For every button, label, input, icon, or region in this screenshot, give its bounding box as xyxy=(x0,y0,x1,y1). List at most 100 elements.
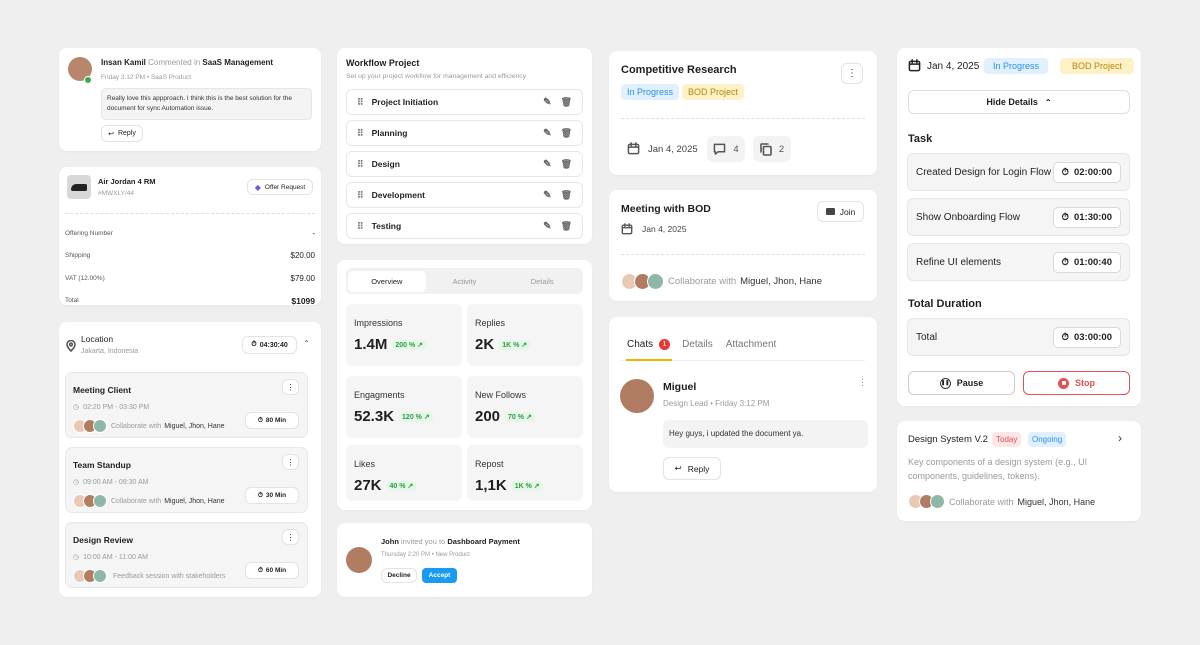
offer-request-button[interactable]: ◆ Offer Request xyxy=(247,179,313,195)
comments-counter[interactable]: 4 xyxy=(707,136,745,162)
workflow-item[interactable]: ⠿ Project Initiation ✎ 🗑 xyxy=(346,89,583,115)
edit-icon[interactable]: ✎ xyxy=(543,96,552,108)
tab-details[interactable]: Details xyxy=(530,276,554,286)
accept-button[interactable]: Accept xyxy=(422,568,457,583)
drag-handle-icon[interactable]: ⠿ xyxy=(357,189,364,200)
trash-icon[interactable]: 🗑 xyxy=(560,189,572,200)
stat-card: Impressions 1.4M 200 % ↗ xyxy=(346,304,462,366)
join-button[interactable]: Join xyxy=(817,201,864,222)
collab-prefix: Collaborate with xyxy=(111,497,162,505)
workflow-item[interactable]: ⠿ Development ✎ 🗑 xyxy=(346,182,583,208)
offer-row: Total $1099 xyxy=(65,290,315,313)
chat-name: Miguel xyxy=(663,381,697,393)
location-pin-icon xyxy=(66,340,76,352)
stat-value: 1,1K xyxy=(475,477,507,494)
stopwatch-icon: ⏱ xyxy=(1061,211,1069,223)
meeting-card: Meeting Client ⋮ ◷ 02:20 PM - 03:30 PM Colla… xyxy=(65,372,308,438)
chevron-right-icon[interactable]: › xyxy=(1118,431,1122,445)
chevron-up-icon: ⌃ xyxy=(1044,97,1052,107)
invite-target: Dashboard Payment xyxy=(447,537,520,546)
trash-icon[interactable]: 🗑 xyxy=(560,127,572,138)
reply-button[interactable]: ↩ Reply xyxy=(101,125,143,142)
ds-description: Key components of a design system (e.g.,… xyxy=(908,457,1088,481)
more-icon[interactable]: ⋮ xyxy=(858,377,867,387)
stat-value: 52.3K xyxy=(354,408,395,425)
edit-icon[interactable]: ✎ xyxy=(543,220,552,232)
online-indicator xyxy=(84,76,92,84)
stat-card: Replies 2K 1K % ↗ xyxy=(467,304,583,366)
task-row[interactable]: Created Design for Login Flow ⏱ 02:00:00 xyxy=(907,153,1130,191)
task-time: ⏱ 02:00:00 xyxy=(1052,161,1121,183)
comment-icon xyxy=(714,143,726,155)
edit-icon[interactable]: ✎ xyxy=(543,158,552,170)
drag-handle-icon[interactable]: ⠿ xyxy=(357,96,364,107)
task-row[interactable]: Show Onboarding Flow ⏱ 01:30:00 xyxy=(907,198,1130,236)
meeting-title: Meeting with BOD xyxy=(621,203,711,215)
tab-activity[interactable]: Activity xyxy=(452,276,477,286)
stats-tabs: Overview Activity Details xyxy=(346,268,583,294)
edit-icon[interactable]: ✎ xyxy=(543,127,552,139)
stat-card: New Follows 200 70 % ↗ xyxy=(467,376,583,438)
task-name: Created Design for Login Flow xyxy=(916,166,1052,178)
video-icon xyxy=(825,208,835,215)
duration-button[interactable]: ⏱ 80 Min xyxy=(245,412,299,429)
stat-value: 2K xyxy=(475,336,495,353)
workflow-item-label: Planning xyxy=(371,128,408,138)
trash-icon[interactable]: 🗑 xyxy=(560,220,572,231)
workflow-item-label: Project Initiation xyxy=(371,97,439,107)
collab-prefix: Collaborate with xyxy=(949,496,1014,507)
meeting-date: Jan 4, 2025 xyxy=(642,224,687,234)
stopwatch-icon: ⏱ xyxy=(257,416,263,424)
project-tag: BOD Project xyxy=(682,84,745,100)
location-title: Location xyxy=(81,334,114,344)
trend-up-icon: ↗ xyxy=(525,413,532,421)
duration-button[interactable]: ⏱ 30 Min xyxy=(245,487,299,504)
comment-target: SaaS Management xyxy=(202,58,274,67)
more-menu-button[interactable]: ⋮ xyxy=(282,454,299,470)
task-date: Jan 4, 2025 xyxy=(927,61,980,72)
drag-handle-icon[interactable]: ⠿ xyxy=(357,127,364,138)
more-menu-button[interactable]: ⋮ xyxy=(282,529,299,545)
research-date: Jan 4, 2025 xyxy=(648,144,698,155)
chat-card: Chats 1 Details Attachment Miguel Design… xyxy=(609,317,877,492)
workflow-item[interactable]: ⠿ Planning ✎ 🗑 xyxy=(346,120,583,146)
tab-overview[interactable]: Overview xyxy=(348,270,426,292)
drag-handle-icon[interactable]: ⠿ xyxy=(357,158,364,169)
invite-action: invited you to xyxy=(401,537,446,546)
tab-details[interactable]: Details xyxy=(682,339,713,350)
drag-handle-icon[interactable]: ⠿ xyxy=(357,220,364,231)
product-sku: #MWXLY/44 xyxy=(98,190,135,197)
more-menu-button[interactable]: ⋮ xyxy=(841,63,863,84)
hide-details-button[interactable]: Hide Details ⌃ xyxy=(908,90,1130,114)
workflow-card: Workflow Project Set up your project wor… xyxy=(337,48,592,244)
offer-rows: Offering Number - Shipping $20.00 VAT (12.00… xyxy=(65,222,315,312)
product-name: Air Jordan 4 RM xyxy=(98,177,156,186)
workflow-item-label: Development xyxy=(371,190,425,200)
pause-button[interactable]: ❚❚ Pause xyxy=(908,371,1015,395)
workflow-item[interactable]: ⠿ Design ✎ 🗑 xyxy=(346,151,583,177)
stopwatch-icon: ⏱ xyxy=(1061,166,1069,178)
offer-row-label: Total xyxy=(65,297,79,305)
decline-button[interactable]: Decline xyxy=(381,568,417,583)
trend-up-icon: ↗ xyxy=(533,482,540,490)
workflow-item[interactable]: ⠿ Testing ✎ 🗑 xyxy=(346,213,583,239)
task-row[interactable]: Refine UI elements ⏱ 01:00:40 xyxy=(907,243,1130,281)
tab-attachment[interactable]: Attachment xyxy=(725,339,777,350)
location-timer[interactable]: ⏱ 04:30:40 xyxy=(242,336,297,354)
edit-icon[interactable]: ✎ xyxy=(543,189,552,201)
offer-row-value: $79.00 xyxy=(290,273,315,283)
meeting-bod-card: Meeting with BOD Join Jan 4, 2025 Collab… xyxy=(609,190,877,301)
trash-icon[interactable]: 🗑 xyxy=(560,158,572,169)
stop-button[interactable]: Stop xyxy=(1023,371,1130,395)
avatar xyxy=(346,547,372,573)
offer-card: Air Jordan 4 RM #MWXLY/44 ◆ Offer Request… xyxy=(59,167,321,306)
tab-chats[interactable]: Chats xyxy=(627,339,654,350)
chevron-up-icon[interactable]: ⌃ xyxy=(303,339,310,348)
meeting-title: Design Review xyxy=(73,535,133,545)
more-menu-button[interactable]: ⋮ xyxy=(282,379,299,395)
files-counter[interactable]: 2 xyxy=(753,136,791,162)
trash-icon[interactable]: 🗑 xyxy=(560,96,572,107)
reply-button[interactable]: ↩ Reply xyxy=(663,457,721,480)
reply-icon: ↩ xyxy=(674,463,682,473)
duration-button[interactable]: ⏱ 60 Min xyxy=(245,562,299,579)
